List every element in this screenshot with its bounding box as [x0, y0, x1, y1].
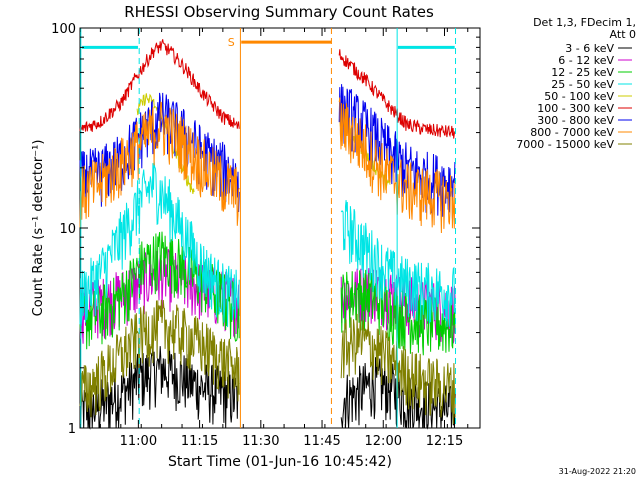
x-tick-label-3: 11:45 — [303, 434, 340, 449]
axis-layer: 11:00 11:15 11:30 11:45 12:00 12:15 1 10 100 — [51, 22, 480, 449]
legend-label-0: 3 - 6 keV — [565, 42, 614, 55]
legend-label-8: 7000 - 15000 keV — [516, 138, 614, 151]
legend-label-3: 25 - 50 keV — [551, 78, 614, 91]
series-line-0-0 — [79, 345, 240, 430]
series-line-2-1 — [340, 269, 456, 356]
legend-label-6: 300 - 800 keV — [537, 114, 614, 127]
y-tick-label-2: 100 — [51, 22, 76, 37]
legend-label-2: 12 - 25 keV — [551, 66, 614, 79]
series-line-3-0 — [79, 161, 240, 328]
legend-label-1: 6 - 12 keV — [558, 54, 614, 67]
x-tick-label-0: 11:00 — [120, 434, 157, 449]
series-line-5-0 — [79, 39, 240, 132]
y-tick-label-1: 10 — [59, 222, 76, 237]
legend-label-4: 50 - 100 keV — [544, 90, 614, 103]
y-tick-label-0: 1 — [68, 422, 76, 437]
legend-label-7: 800 - 7000 keV — [530, 126, 614, 139]
footer-date: 31-Aug-2022 21:20 — [559, 467, 636, 476]
series-layer — [79, 39, 456, 430]
series-3 — [79, 161, 456, 328]
series-line-8-0 — [79, 299, 240, 418]
legend-label-5: 100 - 300 keV — [537, 102, 614, 115]
series-line-7-0 — [79, 101, 240, 228]
x-tick-label-2: 11:30 — [242, 434, 279, 449]
x-axis-label: Start Time (01-Jun-16 10:45:42) — [168, 454, 392, 470]
legend-header-line-2: Att 0 — [610, 28, 636, 41]
series-line-3-1 — [340, 200, 456, 328]
chart-title: RHESSI Observing Summary Count Rates — [124, 3, 434, 21]
series-line-8-1 — [340, 313, 456, 425]
x-tick-label-4: 12:00 — [365, 434, 402, 449]
x-tick-label-5: 12:15 — [426, 434, 463, 449]
y-axis-label: Count Rate (s⁻¹ detector⁻¹) — [31, 140, 46, 317]
legend-header-line-1: Det 1,3, FDecim 1, — [533, 16, 636, 29]
s-label: S — [228, 36, 235, 49]
series-8 — [79, 299, 456, 425]
x-tick-label-1: 11:15 — [181, 434, 218, 449]
